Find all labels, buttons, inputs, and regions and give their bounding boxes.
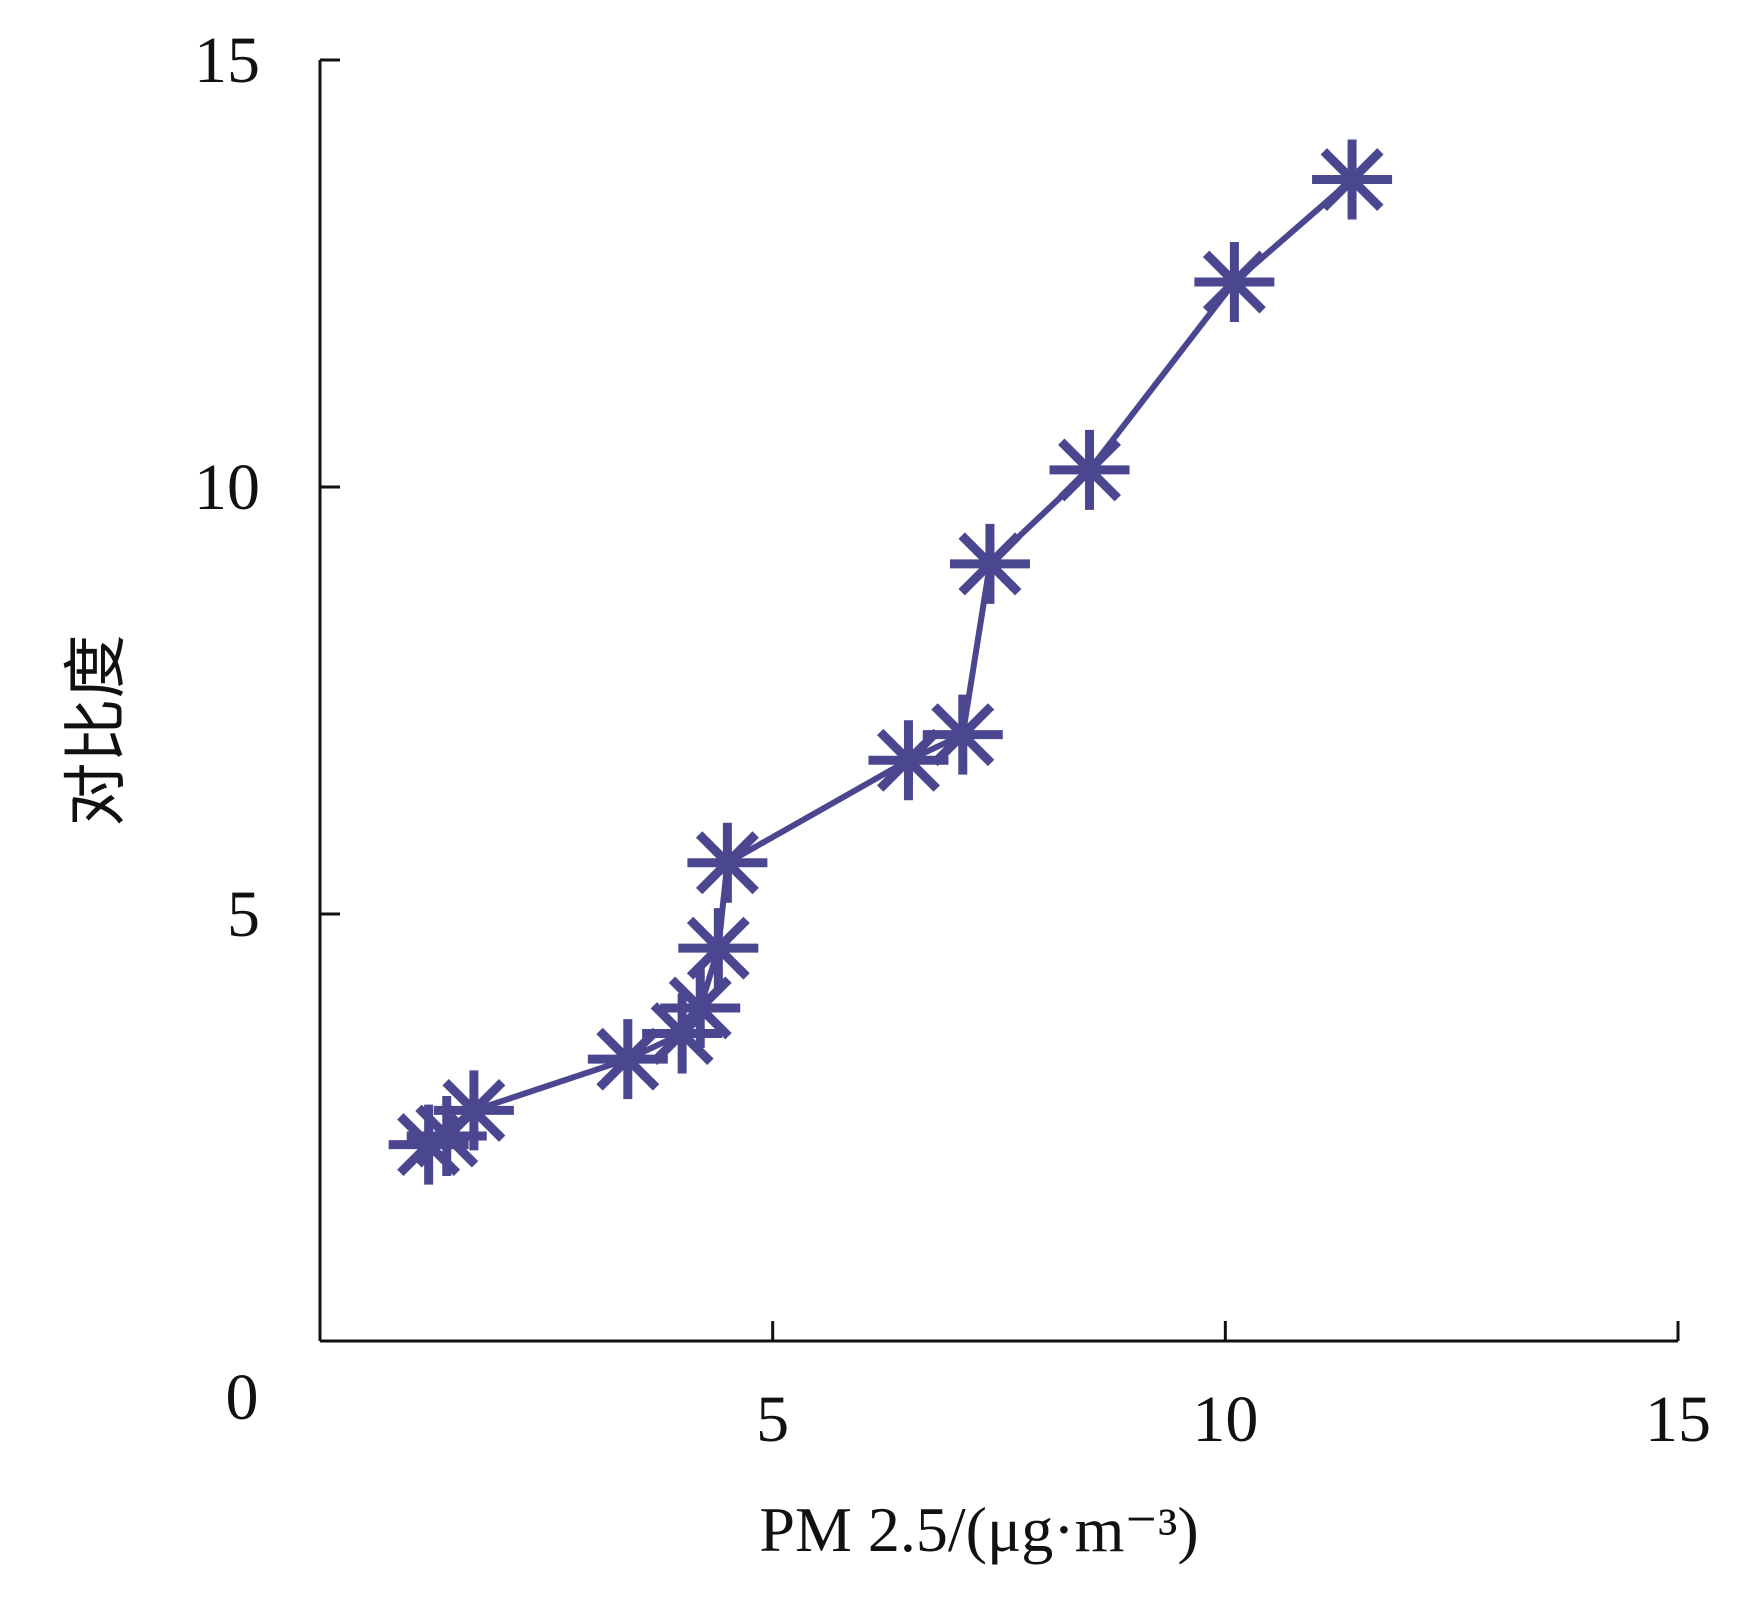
x-tick-label: 15 xyxy=(1645,1383,1711,1456)
data-point-marker xyxy=(678,908,759,989)
x-axis-title: PM 2.5/(μg·m⁻³) xyxy=(759,1494,1198,1565)
data-point-marker xyxy=(949,523,1030,604)
origin-tick-label: 0 xyxy=(226,1361,259,1434)
ticks: 5 10 15 5 10 15 xyxy=(194,24,1711,1456)
data-point-marker xyxy=(1194,242,1275,323)
y-axis-title: 对比度 xyxy=(61,635,132,827)
data-point-marker xyxy=(660,967,741,1048)
axes xyxy=(318,60,1678,1343)
data-point-marker xyxy=(433,1070,514,1151)
y-tick-label: 5 xyxy=(227,878,260,951)
y-tick-label: 10 xyxy=(194,451,260,524)
series-line xyxy=(427,177,1355,1148)
x-tick-label: 10 xyxy=(1192,1383,1258,1456)
series xyxy=(388,139,1393,1185)
data-point-marker xyxy=(687,822,768,903)
data-point-marker xyxy=(1049,429,1130,510)
y-tick-label: 15 xyxy=(194,24,260,97)
x-tick-label: 5 xyxy=(756,1383,789,1456)
data-point-marker xyxy=(1312,139,1393,220)
data-point-marker xyxy=(922,694,1003,775)
